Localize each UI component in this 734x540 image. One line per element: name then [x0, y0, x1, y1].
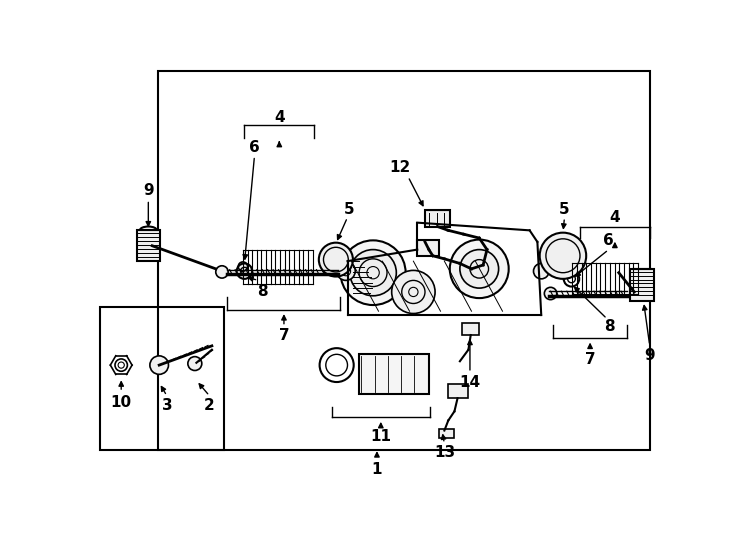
Text: 12: 12 — [390, 160, 411, 175]
Circle shape — [545, 287, 557, 300]
Text: 5: 5 — [559, 202, 570, 217]
Circle shape — [188, 356, 202, 370]
Text: 10: 10 — [111, 395, 132, 409]
Text: 7: 7 — [279, 328, 289, 343]
Bar — [359, 354, 429, 394]
Text: 5: 5 — [344, 202, 355, 217]
Text: 6: 6 — [603, 233, 614, 248]
Circle shape — [539, 233, 586, 279]
Text: 4: 4 — [609, 210, 620, 225]
Text: 13: 13 — [434, 444, 455, 460]
Text: 9: 9 — [143, 183, 153, 198]
Text: 11: 11 — [371, 429, 391, 444]
Bar — [631, 269, 653, 301]
Bar — [448, 384, 468, 398]
Bar — [100, 307, 223, 450]
Circle shape — [460, 249, 498, 288]
Text: 8: 8 — [257, 285, 268, 300]
Text: 14: 14 — [459, 375, 481, 389]
Bar — [425, 210, 450, 226]
Text: 6: 6 — [249, 140, 260, 156]
Text: 3: 3 — [161, 397, 172, 413]
Circle shape — [341, 240, 406, 305]
Text: 9: 9 — [644, 348, 655, 362]
Circle shape — [239, 262, 247, 271]
Bar — [137, 231, 160, 261]
Circle shape — [392, 271, 435, 314]
Text: 1: 1 — [371, 462, 382, 477]
Bar — [158, 71, 650, 450]
Bar — [439, 429, 454, 438]
Bar — [417, 240, 439, 256]
Circle shape — [150, 356, 169, 374]
Circle shape — [450, 240, 509, 298]
Circle shape — [319, 242, 353, 276]
Text: 4: 4 — [274, 110, 285, 125]
Circle shape — [350, 249, 396, 296]
Text: 8: 8 — [604, 319, 615, 334]
Bar — [462, 323, 479, 335]
Circle shape — [216, 266, 228, 278]
Text: 2: 2 — [204, 397, 215, 413]
Text: 7: 7 — [585, 352, 595, 367]
Circle shape — [534, 264, 549, 279]
Circle shape — [337, 262, 355, 280]
